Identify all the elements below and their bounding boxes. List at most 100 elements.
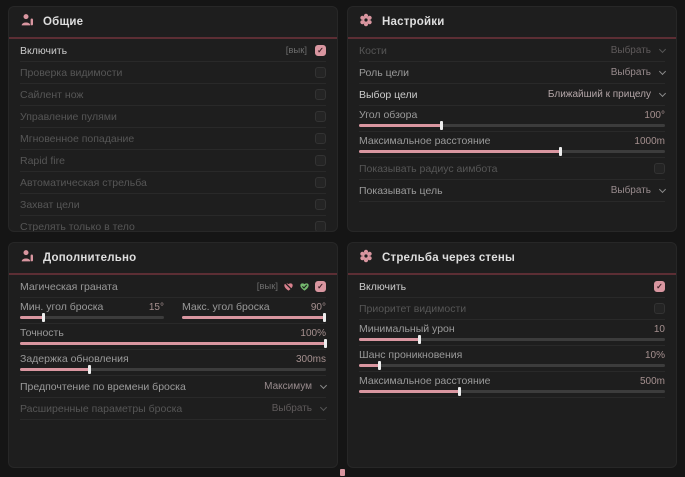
chevron-down-icon [658,45,667,53]
max-distance-slider[interactable] [359,147,665,156]
row-magic-grenade: Магическая граната [вык] [20,276,326,298]
header-divider [9,273,337,275]
select-value: Выбрать [610,67,651,78]
row-label: Автоматическая стрельба [20,176,147,189]
row-label: Rapid fire [20,154,65,167]
row-label: Выбор цели [359,88,418,101]
row-label: Макс. угол броска [182,301,270,313]
select-value: Максимум [264,381,312,392]
header-divider [9,37,337,39]
visibility-check-checkbox[interactable] [315,67,326,78]
row-advanced-throw-params: Расширенные параметры броска Выбрать [20,398,328,420]
row-body-only: Стрелять только в тело [20,216,326,232]
row-label: Максимальное расстояние [359,375,491,387]
row-label: Включить [20,44,68,57]
row-label: Расширенные параметры броска [20,402,183,415]
row-label: Показывать цель [359,184,443,197]
min-throw-angle-slider[interactable] [20,313,164,322]
max-throw-angle-slider[interactable] [182,313,326,322]
green-heart-icon[interactable] [299,281,310,292]
show-aimbot-radius-checkbox[interactable] [654,163,665,174]
row-bones: Кости Выбрать [359,40,667,62]
slider-thumb[interactable] [558,147,562,156]
slider-thumb[interactable] [418,335,422,344]
select-value: Ближайший к прицелу [547,89,651,100]
show-target-select[interactable]: Выбрать [611,185,667,196]
slider-thumb[interactable] [378,361,382,370]
min-damage-slider[interactable] [359,335,665,344]
target-role-select[interactable]: Выбрать [610,67,667,78]
rapid-fire-checkbox[interactable] [315,155,326,166]
bones-select[interactable]: Выбрать [610,45,667,56]
flower-gear-icon [359,249,373,268]
row-instant-hit: Мгновенное попадание [20,128,326,150]
slider-value: 500m [639,375,665,387]
row-label: Управление пулями [20,110,117,123]
row-rapid-fire: Rapid fire [20,150,326,172]
chevron-down-icon [658,67,667,75]
row-label: Задержка обновления [20,353,129,365]
slider-thumb[interactable] [42,313,46,322]
panel-settings-header: Настройки [359,7,665,37]
visibility-priority-checkbox[interactable] [654,303,665,314]
slider-thumb[interactable] [439,121,443,130]
row-label: Магическая граната [20,280,118,293]
body-only-checkbox[interactable] [315,221,326,231]
row-label: Стрелять только в тело [20,220,135,232]
silent-knife-checkbox[interactable] [315,89,326,100]
wallbang-enable-checkbox[interactable] [654,281,665,292]
chevron-down-icon [319,381,328,389]
row-enable: Включить [вык] [20,40,326,62]
auto-shoot-checkbox[interactable] [315,177,326,188]
accuracy-slider[interactable] [20,339,327,348]
panel-general-header: Общие [20,7,326,37]
chevron-down-icon [658,89,667,97]
magic-grenade-checkbox[interactable] [315,281,326,292]
row-visibility-priority: Приоритет видимости [359,298,665,320]
update-delay-slider[interactable] [20,365,326,374]
slider-value: 10% [644,349,665,361]
target-choice-select[interactable]: Ближайший к прицелу [547,89,667,100]
slider-thumb[interactable] [324,339,327,348]
slider-thumb[interactable] [88,365,92,374]
row-label: Шанс проникновения [359,349,463,361]
chevron-down-icon [658,185,667,193]
advanced-throw-params-select[interactable]: Выбрать [272,403,328,414]
keybind-tag[interactable]: [вык] [285,45,307,56]
row-label: Показывать радиус аимбота [359,162,498,175]
row-silent-knife: Сайлент нож [20,84,326,106]
row-label: Проверка видимости [20,66,123,79]
panel-additional-header: Дополнительно [20,243,326,273]
bullet-control-checkbox[interactable] [315,111,326,122]
instant-hit-checkbox[interactable] [315,133,326,144]
row-label: Сайлент нож [20,88,84,101]
select-value: Выбрать [610,45,651,56]
row-label: Включить [359,280,407,293]
bottom-indicator [340,469,345,476]
slider-thumb[interactable] [457,387,461,396]
row-wallbang-enable: Включить [359,276,665,298]
heart-slash-icon[interactable] [283,281,294,292]
row-target-role: Роль цели Выбрать [359,62,667,84]
slider-value: 100% [300,327,326,339]
flower-gear-icon [359,13,373,32]
enable-checkbox[interactable] [315,45,326,56]
row-fov: Угол обзора 100° [359,106,665,132]
row-bullet-control: Управление пулями [20,106,326,128]
throw-time-pref-select[interactable]: Максимум [264,381,328,392]
panel-general: Общие Включить [вык] Проверка видимости … [8,6,338,232]
fov-slider[interactable] [359,121,665,130]
person-icon [20,13,34,32]
penetration-chance-slider[interactable] [359,361,665,370]
row-label: Мгновенное попадание [20,132,135,145]
target-lock-checkbox[interactable] [315,199,326,210]
keybind-tag[interactable]: [вык] [256,281,278,292]
slider-thumb[interactable] [322,313,326,322]
row-label: Максимальное расстояние [359,135,491,147]
row-penetration-chance: Шанс проникновения 10% [359,346,665,372]
panel-additional: Дополнительно Магическая граната [вык] [8,242,338,468]
row-throw-time-pref: Предпочтение по времени броска Максимум [20,376,328,398]
wall-max-distance-slider[interactable] [359,387,665,396]
row-label: Приоритет видимости [359,302,467,315]
